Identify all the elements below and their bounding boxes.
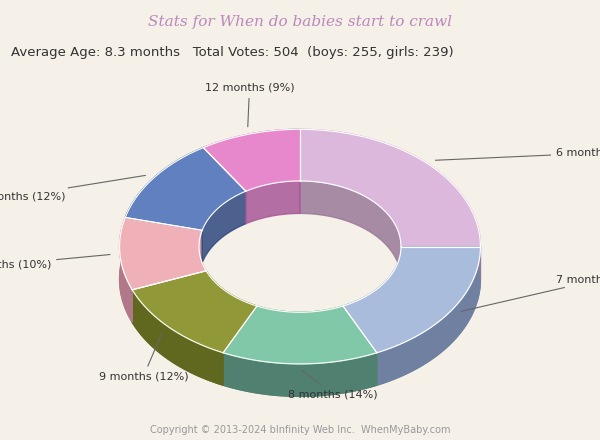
Text: 12 months (9%): 12 months (9%): [205, 83, 295, 127]
Text: 9 months (12%): 9 months (12%): [98, 333, 188, 381]
Polygon shape: [203, 129, 300, 180]
Text: Stats for When do babies start to crawl: Stats for When do babies start to crawl: [148, 15, 452, 29]
Polygon shape: [119, 217, 132, 322]
Polygon shape: [119, 217, 206, 290]
Polygon shape: [300, 129, 481, 246]
Polygon shape: [223, 338, 377, 396]
Polygon shape: [377, 246, 481, 385]
Polygon shape: [203, 129, 300, 191]
Polygon shape: [343, 246, 481, 353]
Polygon shape: [223, 306, 377, 364]
Polygon shape: [343, 246, 401, 338]
Polygon shape: [132, 303, 257, 385]
Polygon shape: [343, 279, 481, 385]
Polygon shape: [132, 290, 223, 385]
Text: 10 months (10%): 10 months (10%): [0, 254, 110, 270]
Text: Copyright © 2013-2024 bInfinity Web Inc.  WhenMyBaby.com: Copyright © 2013-2024 bInfinity Web Inc.…: [150, 425, 450, 435]
Text: 8 months (14%): 8 months (14%): [287, 370, 377, 400]
Polygon shape: [223, 353, 377, 396]
Text: 7 months (18%): 7 months (18%): [461, 274, 600, 312]
Polygon shape: [246, 181, 300, 224]
Text: 11 months (12%): 11 months (12%): [0, 176, 145, 201]
Text: Average Age: 8.3 months   Total Votes: 504  (boys: 255, girls: 239): Average Age: 8.3 months Total Votes: 504…: [11, 46, 454, 59]
Polygon shape: [132, 271, 257, 353]
Polygon shape: [257, 306, 343, 345]
Polygon shape: [125, 147, 246, 230]
Polygon shape: [206, 271, 257, 338]
Polygon shape: [119, 250, 206, 322]
Polygon shape: [300, 181, 401, 279]
Polygon shape: [202, 191, 246, 263]
Polygon shape: [125, 147, 203, 250]
Polygon shape: [300, 129, 481, 279]
Text: 6 months (25%): 6 months (25%): [436, 148, 600, 160]
Polygon shape: [199, 230, 206, 303]
